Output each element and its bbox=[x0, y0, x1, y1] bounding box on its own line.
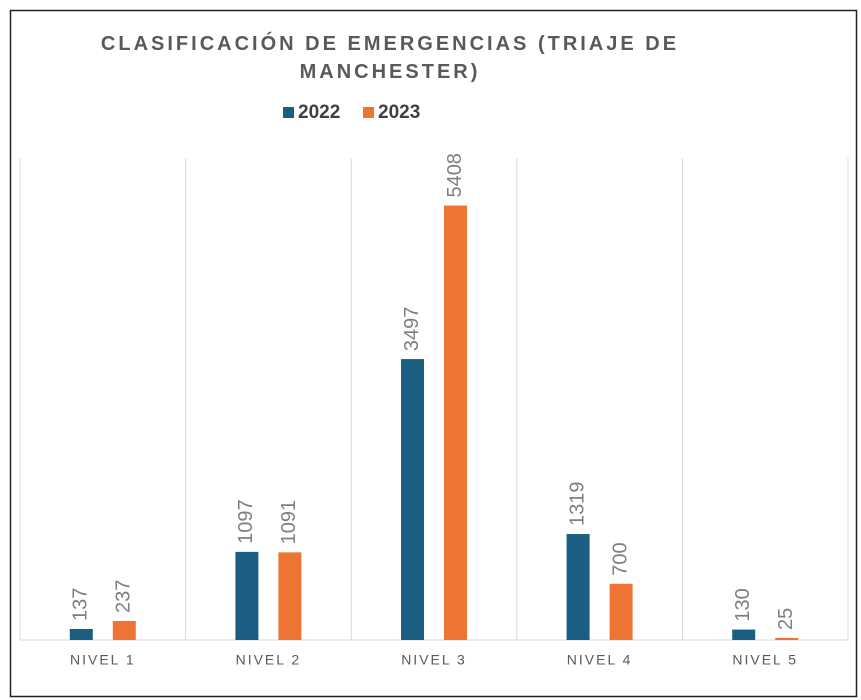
value-label: 1319 bbox=[566, 482, 588, 527]
x-tick-label: NIVEL 2 bbox=[236, 652, 302, 668]
value-label: 1091 bbox=[278, 500, 300, 545]
bar bbox=[732, 629, 756, 640]
legend-label: 2023 bbox=[378, 102, 420, 123]
bar bbox=[401, 359, 424, 640]
legend-label: 2022 bbox=[298, 102, 340, 123]
bar bbox=[235, 551, 259, 640]
value-label: 5408 bbox=[444, 153, 466, 198]
x-tick-label: NIVEL 4 bbox=[567, 652, 633, 668]
x-tick-label: NIVEL 1 bbox=[70, 652, 136, 668]
chart-title: CLASIFICACIÓN DE EMERGENCIAS (TRIAJE DE … bbox=[100, 33, 680, 83]
value-label: 130 bbox=[732, 588, 754, 621]
bar bbox=[278, 552, 302, 640]
value-label: 237 bbox=[113, 580, 135, 613]
bar bbox=[444, 205, 467, 641]
bar bbox=[112, 620, 136, 640]
value-label: 25 bbox=[775, 608, 797, 630]
x-tick-label: NIVEL 3 bbox=[401, 652, 467, 668]
value-label: 700 bbox=[609, 542, 631, 575]
bar bbox=[69, 628, 93, 640]
bar bbox=[566, 534, 590, 640]
x-tick-label: NIVEL 5 bbox=[732, 652, 798, 668]
legend-swatch bbox=[283, 107, 294, 118]
value-label: 137 bbox=[70, 588, 92, 621]
value-label: 3497 bbox=[401, 307, 423, 352]
frame bbox=[9, 9, 858, 698]
legend-swatch bbox=[363, 107, 374, 118]
bar bbox=[609, 583, 633, 640]
bar bbox=[775, 637, 799, 640]
value-label: 1097 bbox=[235, 499, 257, 544]
